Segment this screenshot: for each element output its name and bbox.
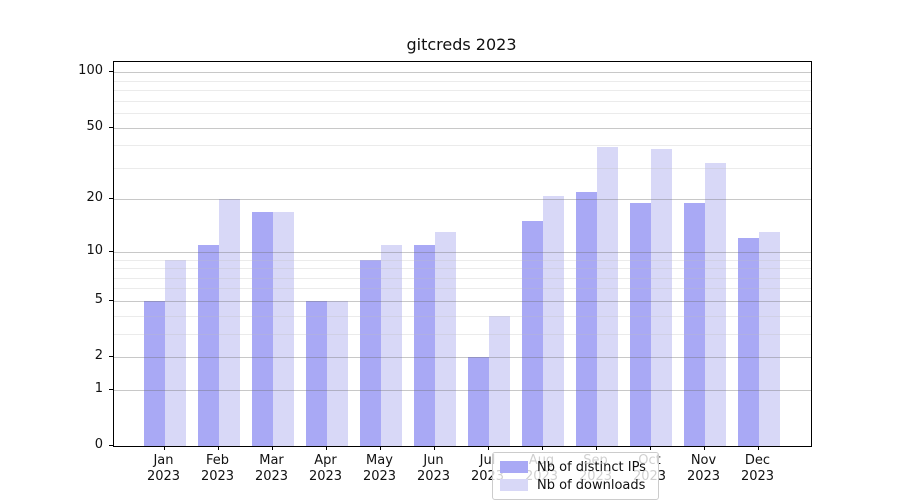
bar-ips-feb xyxy=(197,244,219,446)
x-tick-label: Dec 2023 xyxy=(740,453,775,484)
x-tick-label: Jun 2023 xyxy=(416,453,451,484)
y-axis-tick xyxy=(109,299,113,301)
gridline-major xyxy=(114,199,811,201)
bar-ips-mar xyxy=(251,211,273,446)
x-tick-label: May 2023 xyxy=(362,453,397,484)
bar-ips-sep xyxy=(575,192,597,446)
gridline-minor xyxy=(114,315,811,317)
bar-downloads-apr xyxy=(326,300,348,446)
gridline-minor xyxy=(114,333,811,335)
y-tick-label: 0 xyxy=(94,437,103,452)
bar-ips-nov xyxy=(683,203,705,446)
bar-ips-oct xyxy=(629,203,651,446)
bar-ips-may xyxy=(359,259,381,446)
x-axis-tick xyxy=(433,446,435,450)
gridline-minor xyxy=(114,90,811,91)
x-axis-tick xyxy=(217,446,219,450)
x-tick-label: Feb 2023 xyxy=(200,453,235,484)
x-axis-tick xyxy=(757,446,759,450)
legend-label-distinct-ips: Nb of distinct IPs xyxy=(537,459,646,475)
plot-area: Nb of distinct IPs Nb of downloads xyxy=(113,61,812,500)
x-axis-tick xyxy=(649,446,651,450)
chart-title: gitcreds 2023 xyxy=(406,35,517,54)
legend-item: Nb of downloads xyxy=(500,478,650,493)
bar-downloads-sep xyxy=(596,147,618,446)
gridline-minor xyxy=(114,100,811,102)
y-tick-label: 20 xyxy=(86,190,103,206)
legend-item: Nb of distinct IPs xyxy=(500,460,650,475)
x-axis-tick xyxy=(325,446,327,450)
y-axis-tick xyxy=(109,356,113,357)
y-tick-label: 5 xyxy=(94,291,103,307)
y-tick-label: 1 xyxy=(94,380,103,396)
bar-ips-jan xyxy=(143,300,165,446)
gridline-minor xyxy=(114,145,811,147)
gridline-minor xyxy=(114,288,811,290)
y-axis-tick xyxy=(109,250,113,252)
bar-downloads-jun xyxy=(434,232,456,446)
gridline-minor xyxy=(114,113,811,114)
bar-downloads-may xyxy=(380,244,402,446)
x-axis-tick xyxy=(541,446,543,450)
y-axis-tick xyxy=(109,71,113,73)
bar-ips-apr xyxy=(305,300,327,446)
bar-downloads-mar xyxy=(272,211,294,446)
y-tick-label: 10 xyxy=(86,242,103,258)
x-axis-tick xyxy=(271,446,273,450)
bar-ips-jun xyxy=(413,244,435,446)
legend: Nb of distinct IPs Nb of downloads xyxy=(492,452,659,500)
x-axis-tick xyxy=(703,446,705,450)
bar-downloads-dec xyxy=(758,232,780,446)
bar-downloads-jan xyxy=(164,259,186,446)
y-tick-label: 2 xyxy=(94,348,103,363)
y-axis-tick xyxy=(109,388,113,390)
bar-downloads-aug xyxy=(542,195,564,446)
gridline-major xyxy=(114,127,811,129)
gridline-minor xyxy=(114,268,811,269)
bar-ips-dec xyxy=(737,238,759,446)
x-axis-tick xyxy=(595,446,597,450)
bar-downloads-feb xyxy=(218,199,240,446)
x-tick-label: Nov 2023 xyxy=(686,453,721,484)
y-axis-tick xyxy=(109,198,113,200)
y-tick-label: 50 xyxy=(86,118,103,134)
y-axis-tick xyxy=(109,126,113,128)
x-axis-tick xyxy=(487,446,489,450)
bar-ips-jul xyxy=(467,357,489,446)
legend-swatch-downloads xyxy=(500,479,528,491)
y-axis-tick xyxy=(109,445,113,446)
gridline-minor xyxy=(114,80,811,82)
y-tick-label: 100 xyxy=(78,63,103,79)
legend-swatch-distinct-ips xyxy=(500,461,528,473)
bar-downloads-oct xyxy=(650,149,672,446)
bar-downloads-nov xyxy=(704,162,726,446)
gridline-major xyxy=(114,251,811,253)
gridline-major xyxy=(114,72,811,74)
x-axis-tick xyxy=(163,446,165,450)
legend-label-downloads: Nb of downloads xyxy=(537,477,646,493)
gridline-major xyxy=(114,389,811,391)
x-tick-label: Mar 2023 xyxy=(254,453,289,484)
gridline-major xyxy=(114,357,811,358)
gridline-major xyxy=(114,300,811,302)
x-tick-label: Jan 2023 xyxy=(146,453,181,484)
x-tick-label: Apr 2023 xyxy=(308,453,343,484)
gridline-minor xyxy=(114,259,811,261)
bar-ips-aug xyxy=(521,221,543,446)
gridline-minor xyxy=(114,277,811,279)
x-axis-tick xyxy=(379,446,381,450)
gridline-minor xyxy=(114,167,811,169)
bar-downloads-jul xyxy=(488,315,510,446)
